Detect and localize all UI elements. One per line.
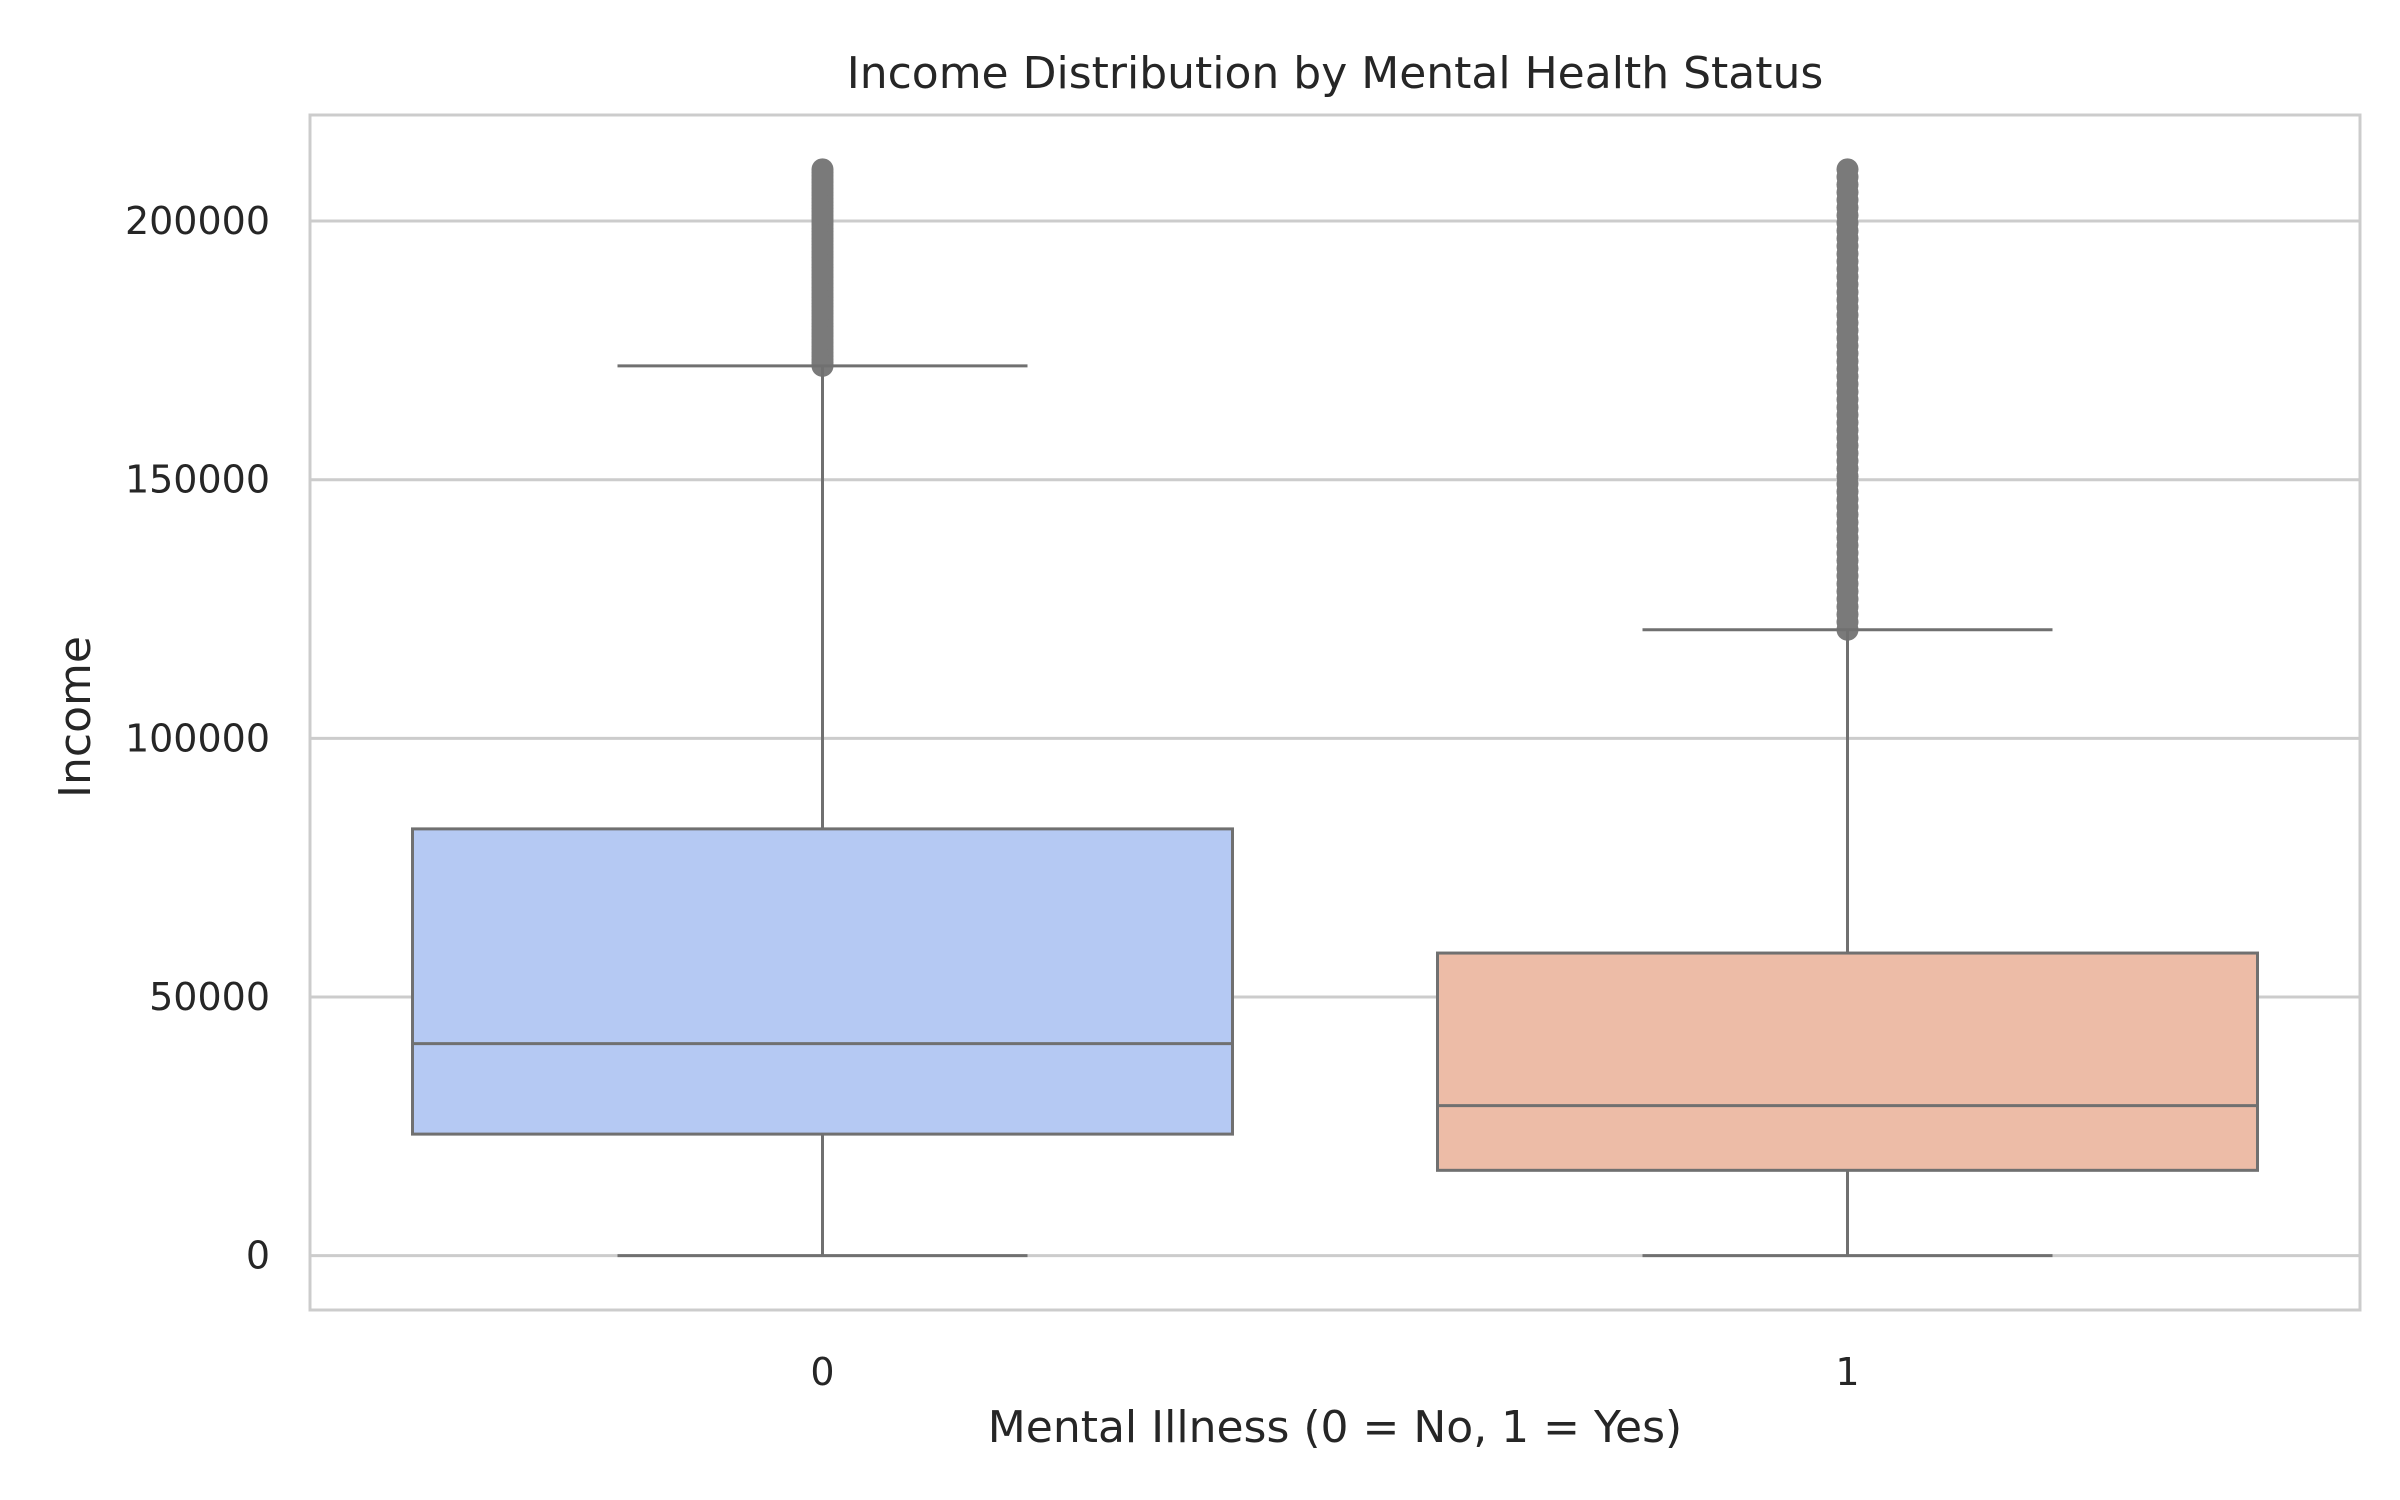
plot-frame (308, 113, 2362, 1312)
chart-title: Income Distribution by Mental Health Sta… (847, 48, 1824, 99)
y-tick-label: 200000 (125, 199, 270, 243)
outlier-point (1836, 158, 1859, 181)
y-axis-ticks: 0 50000 100000 150000 200000 (125, 199, 270, 1278)
y-tick-label: 50000 (149, 975, 270, 1019)
outlier-point (811, 158, 834, 181)
box-iqr (411, 827, 1234, 1136)
x-axis-label: Mental Illness (0 = No, 1 = Yes) (988, 1402, 1682, 1453)
y-tick-label: 0 (246, 1234, 270, 1278)
box-iqr (1436, 951, 2259, 1172)
y-tick-label: 100000 (125, 716, 270, 760)
x-tick-label: 0 (810, 1350, 834, 1394)
x-tick-label: 1 (1835, 1350, 1859, 1394)
box-group-0 (411, 158, 1234, 1258)
box-plot-boxes (411, 158, 2259, 1258)
y-tick-label: 150000 (125, 458, 270, 502)
box-group-1 (1436, 158, 2259, 1258)
y-axis-label: Income (50, 636, 101, 798)
